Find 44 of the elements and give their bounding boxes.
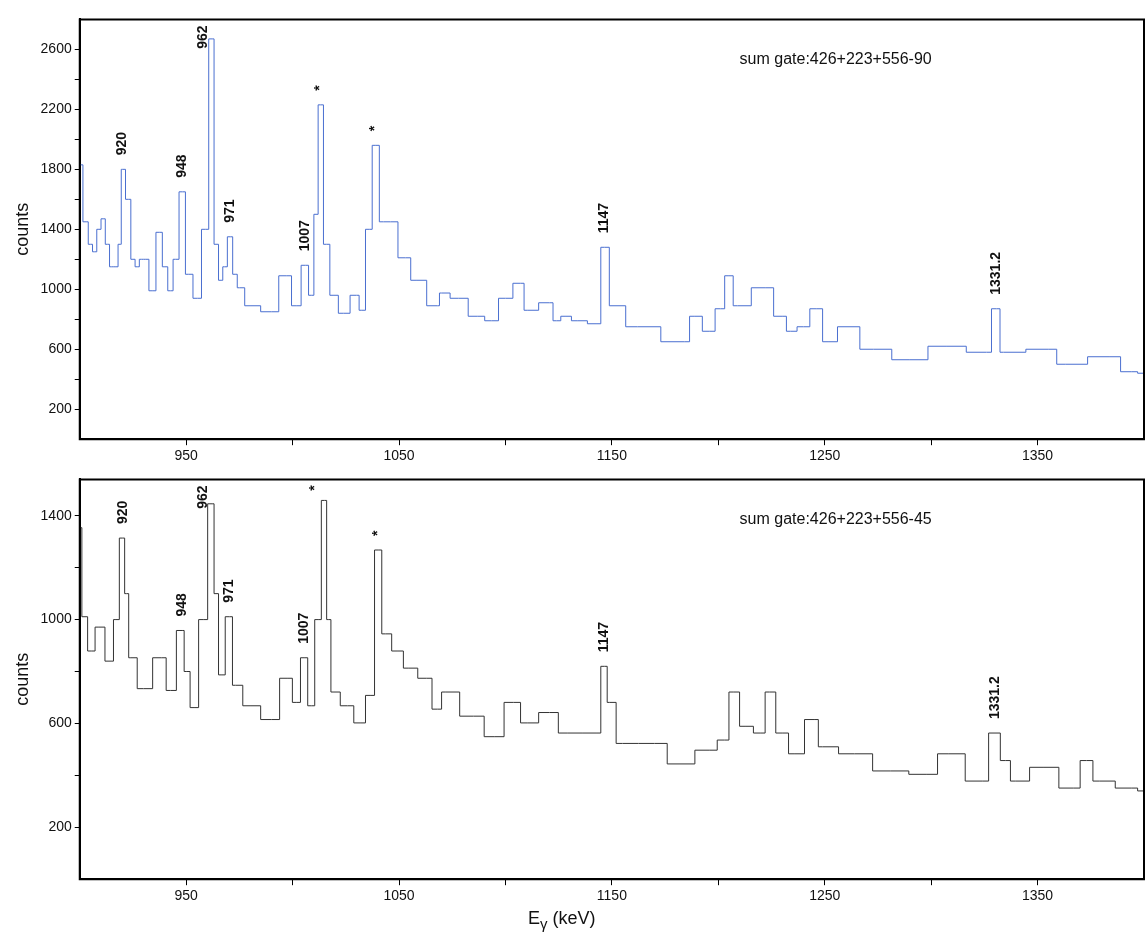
y-tick-label: 200 <box>48 818 72 835</box>
y-tick-label: 1400 <box>40 506 72 523</box>
x-tick-label: 1250 <box>809 887 841 904</box>
annotation: 1147 <box>595 202 612 234</box>
y-tick-label: 600 <box>48 340 72 357</box>
y-tick-label: 1400 <box>40 220 72 237</box>
x-tick-label: 950 <box>174 447 199 464</box>
y-tick-label: 1000 <box>40 280 72 297</box>
y-tick-label: 600 <box>48 714 72 731</box>
x-tick-label: 1050 <box>383 887 415 904</box>
annotation: 971 <box>220 579 237 603</box>
x-tick-label: 1150 <box>596 887 628 904</box>
annotation: 971 <box>221 199 238 223</box>
y-tick-label: 1000 <box>40 610 72 627</box>
annotation: sum gate:426+223+556-45 <box>739 509 932 527</box>
annotation: sum gate:426+223+556-90 <box>739 49 932 67</box>
annotation: 920 <box>113 500 130 525</box>
annotation: * <box>369 530 386 537</box>
y-tick-label: 2200 <box>40 100 72 117</box>
x-tick-label: 1350 <box>1022 887 1054 904</box>
y-axis-title: counts <box>11 202 32 256</box>
x-tick-label: 1250 <box>809 447 841 464</box>
annotation: 948 <box>172 592 189 617</box>
annotation: * <box>366 125 383 132</box>
annotation: 1007 <box>294 612 311 644</box>
y-tick-label: 200 <box>48 400 72 417</box>
y-tick-label: 2600 <box>40 40 72 57</box>
annotation: 962 <box>194 25 210 49</box>
annotation: 1331.2 <box>985 676 1002 720</box>
x-tick-label: 1150 <box>596 447 628 464</box>
annotation: 1331.2 <box>987 251 1004 295</box>
annotation: * <box>311 84 328 91</box>
annotation: * <box>306 484 323 491</box>
annotation: 948 <box>173 154 190 178</box>
annotation: 920 <box>113 131 130 156</box>
x-axis-title: E$_{γ}$ (keV) <box>528 908 597 932</box>
y-tick-label: 1800 <box>40 160 72 177</box>
annotation: 1007 <box>296 219 313 252</box>
x-tick-label: 950 <box>174 887 199 904</box>
x-tick-label: 1350 <box>1022 447 1054 464</box>
annotation: 1147 <box>595 621 612 653</box>
y-axis-title: counts <box>11 652 32 706</box>
annotation: 962 <box>194 485 210 509</box>
x-tick-label: 1050 <box>383 447 415 464</box>
